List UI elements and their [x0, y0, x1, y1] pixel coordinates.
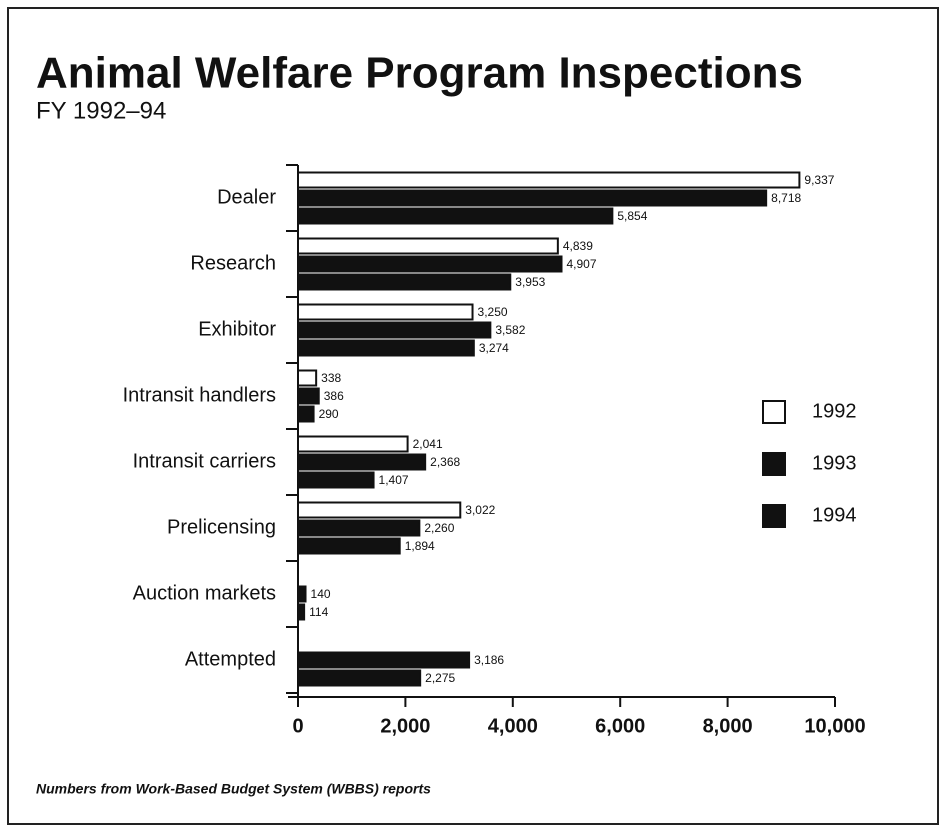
frame [7, 7, 939, 825]
bar [297, 405, 315, 423]
value-label: 3,250 [478, 305, 508, 319]
bar [297, 387, 320, 405]
value-label: 2,368 [430, 455, 460, 469]
value-label: 114 [309, 605, 328, 619]
bar [297, 207, 614, 225]
legend-label: 1992 [812, 400, 857, 422]
bar [297, 537, 401, 555]
x-tick-label: 10,000 [804, 715, 865, 737]
y-tick-label: Intransit handlers [123, 384, 276, 406]
value-label: 386 [324, 389, 344, 403]
y-tick-label: Dealer [217, 186, 276, 208]
value-label: 3,582 [495, 323, 525, 337]
bar [297, 255, 563, 273]
value-label: 1,894 [405, 539, 435, 553]
value-label: 2,275 [425, 671, 455, 685]
legend-label: 1993 [812, 452, 857, 474]
value-label: 140 [311, 587, 331, 601]
bar [297, 339, 475, 357]
bar [297, 171, 801, 189]
chart-subtitle: FY 1992–94 [36, 97, 166, 124]
bar [297, 237, 559, 255]
bar [297, 273, 512, 291]
value-label: 4,907 [567, 257, 597, 271]
value-label: 3,022 [465, 503, 495, 517]
bar [297, 669, 422, 687]
x-tick-label: 4,000 [488, 715, 538, 737]
chart-title: Animal Welfare Program Inspections [36, 49, 803, 98]
bar [297, 453, 427, 471]
value-label: 5,854 [617, 209, 647, 223]
y-tick-label: Attempted [185, 648, 276, 670]
value-label: 8,718 [771, 191, 801, 205]
bar [297, 435, 409, 453]
bar [297, 519, 421, 537]
value-label: 9,337 [804, 173, 834, 187]
value-label: 290 [319, 407, 339, 421]
bar [297, 471, 375, 489]
legend-swatch [762, 400, 786, 424]
x-tick-label: 6,000 [595, 715, 645, 737]
value-label: 3,186 [474, 653, 504, 667]
bar [297, 369, 318, 387]
bar [297, 303, 474, 321]
bar [297, 501, 462, 519]
legend-swatch [762, 504, 786, 528]
value-label: 3,953 [515, 275, 545, 289]
y-tick-label: Prelicensing [167, 516, 276, 538]
value-label: 338 [321, 371, 341, 385]
value-label: 2,260 [424, 521, 454, 535]
x-tick-label: 8,000 [703, 715, 753, 737]
bar [297, 651, 471, 669]
x-tick-label: 2,000 [380, 715, 430, 737]
legend-label: 1994 [812, 504, 857, 526]
x-tick-label: 0 [292, 715, 303, 737]
y-tick-label: Intransit carriers [133, 450, 276, 472]
y-tick-label: Exhibitor [198, 318, 276, 340]
legend-swatch [762, 452, 786, 476]
footnote: Numbers from Work-Based Budget System (W… [36, 781, 431, 797]
bar [297, 585, 307, 603]
value-label: 2,041 [413, 437, 443, 451]
value-label: 4,839 [563, 239, 593, 253]
value-label: 3,274 [479, 341, 509, 355]
bar [297, 603, 306, 621]
bar [297, 189, 768, 207]
bar [297, 321, 492, 339]
y-tick-label: Research [190, 252, 276, 274]
value-label: 1,407 [379, 473, 409, 487]
y-tick-label: Auction markets [133, 582, 276, 604]
